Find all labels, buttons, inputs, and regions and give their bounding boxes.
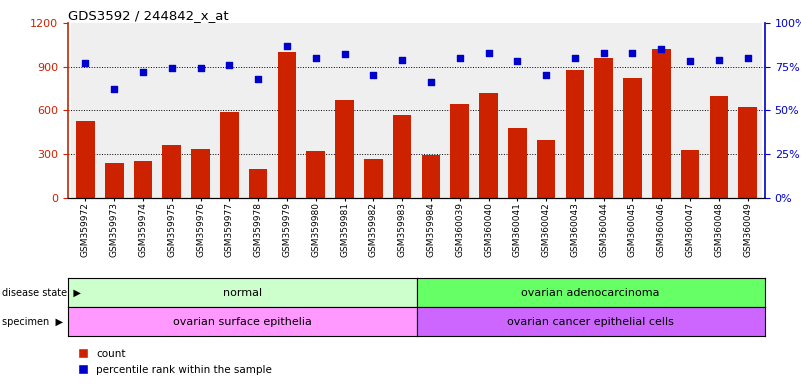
- Bar: [100, 23, 128, 198]
- Point: [626, 50, 639, 56]
- Bar: [163, 146, 181, 198]
- Point: [482, 50, 495, 56]
- Bar: [244, 23, 272, 198]
- Bar: [739, 108, 757, 198]
- Point: [396, 57, 409, 63]
- Bar: [445, 23, 474, 198]
- Bar: [479, 93, 498, 198]
- Bar: [364, 159, 383, 198]
- Bar: [105, 163, 123, 198]
- Point: [309, 55, 322, 61]
- Point: [684, 58, 697, 65]
- Point: [165, 65, 178, 71]
- Bar: [272, 23, 301, 198]
- Bar: [594, 58, 613, 198]
- Bar: [134, 161, 152, 198]
- Bar: [128, 23, 157, 198]
- Point: [425, 79, 437, 86]
- Bar: [681, 150, 699, 198]
- Bar: [676, 23, 705, 198]
- Bar: [566, 70, 584, 198]
- Bar: [306, 151, 325, 198]
- Bar: [532, 23, 561, 198]
- Text: GDS3592 / 244842_x_at: GDS3592 / 244842_x_at: [68, 9, 229, 22]
- Bar: [157, 23, 186, 198]
- Bar: [710, 96, 728, 198]
- Bar: [450, 104, 469, 198]
- Point: [338, 51, 351, 58]
- Point: [252, 76, 264, 82]
- Bar: [647, 23, 676, 198]
- Text: ovarian cancer epithelial cells: ovarian cancer epithelial cells: [507, 316, 674, 327]
- Point: [453, 55, 466, 61]
- Bar: [330, 23, 359, 198]
- Bar: [249, 169, 268, 198]
- Point: [136, 69, 149, 75]
- Point: [223, 62, 235, 68]
- Point: [712, 57, 725, 63]
- Bar: [278, 52, 296, 198]
- Bar: [623, 78, 642, 198]
- Bar: [561, 23, 590, 198]
- Point: [598, 50, 610, 56]
- Bar: [652, 49, 670, 198]
- Bar: [537, 140, 555, 198]
- Text: ovarian surface epithelia: ovarian surface epithelia: [173, 316, 312, 327]
- Bar: [71, 23, 100, 198]
- Bar: [590, 23, 618, 198]
- Bar: [76, 121, 95, 198]
- Bar: [392, 115, 412, 198]
- Bar: [733, 23, 762, 198]
- Bar: [335, 100, 354, 198]
- Bar: [220, 112, 239, 198]
- Bar: [417, 23, 445, 198]
- Point: [108, 86, 121, 93]
- Bar: [301, 23, 330, 198]
- Text: ovarian adenocarcinoma: ovarian adenocarcinoma: [521, 288, 660, 298]
- Bar: [359, 23, 388, 198]
- Text: specimen  ▶: specimen ▶: [2, 316, 62, 327]
- Bar: [388, 23, 417, 198]
- Point: [655, 46, 668, 52]
- Bar: [191, 149, 210, 198]
- Text: disease state  ▶: disease state ▶: [2, 288, 80, 298]
- Point: [511, 58, 524, 65]
- Bar: [503, 23, 532, 198]
- Bar: [474, 23, 503, 198]
- Point: [280, 43, 293, 49]
- Text: normal: normal: [223, 288, 262, 298]
- Bar: [215, 23, 244, 198]
- Point: [569, 55, 582, 61]
- Point: [367, 73, 380, 79]
- Bar: [705, 23, 733, 198]
- Point: [79, 60, 92, 66]
- Bar: [186, 23, 215, 198]
- Point: [194, 65, 207, 71]
- Legend: count, percentile rank within the sample: count, percentile rank within the sample: [74, 345, 276, 379]
- Bar: [508, 128, 527, 198]
- Point: [540, 73, 553, 79]
- Bar: [421, 155, 441, 198]
- Bar: [618, 23, 647, 198]
- Point: [741, 55, 754, 61]
